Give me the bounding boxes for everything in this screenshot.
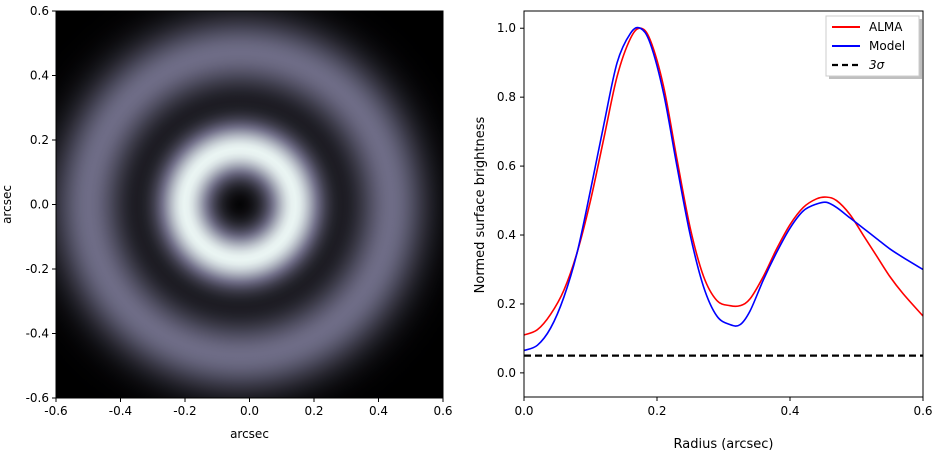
profile-x-axis-label: Radius (arcsec) <box>674 437 774 452</box>
image-x-tick-label: -0.2 <box>173 404 196 418</box>
image-y-tick-label: 0.6 <box>30 4 49 18</box>
profile-y-tick-label: 0.0 <box>497 366 516 380</box>
image-ticks: -0.6 -0.4 -0.2 0.0 0.2 0.4 0.6 -0.6 -0.4 -0.2 0.0 0… <box>26 4 453 418</box>
legend-label-alma: ALMA <box>869 20 903 34</box>
image-y-tick-label: 0.4 <box>30 69 49 83</box>
alma-line <box>524 27 923 336</box>
image-y-tick-label: -0.6 <box>26 391 49 405</box>
ring-image <box>56 11 443 398</box>
plot-frame <box>523 10 924 398</box>
image-y-tick-label: 0.0 <box>30 198 49 212</box>
image-x-tick-label: -0.4 <box>109 404 132 418</box>
profile-y-tick-label: 0.2 <box>497 297 516 311</box>
image-y-tick-label: -0.4 <box>26 327 49 341</box>
image-y-tick-label: 0.2 <box>30 133 49 147</box>
image-x-tick-label: 0.4 <box>369 404 388 418</box>
image-y-axis-label: arcsec <box>0 185 14 224</box>
profile-x-tick-label: 0.0 <box>514 404 533 418</box>
image-x-tick-label: 0.2 <box>304 404 323 418</box>
model-line <box>524 26 923 352</box>
profile-y-tick-label: 1.0 <box>497 21 516 35</box>
profile-x-tick-label: 0.2 <box>647 404 666 418</box>
legend: ALMA Model 3σ <box>825 15 922 79</box>
image-x-tick-label: -0.6 <box>44 404 67 418</box>
profile-y-tick-label: 0.6 <box>497 159 516 173</box>
image-panel: -0.6 -0.4 -0.2 0.0 0.2 0.4 0.6 -0.6 -0.4 -0.2 0.0 0… <box>0 4 453 441</box>
profile-y-tick-label: 0.8 <box>497 90 516 104</box>
profile-x-tick-label: 0.4 <box>780 404 799 418</box>
image-y-tick-label: -0.2 <box>26 262 49 276</box>
image-x-tick-label: 0.0 <box>240 404 259 418</box>
image-x-axis-label: arcsec <box>230 427 269 441</box>
profile-y-tick-label: 0.4 <box>497 228 516 242</box>
profile-x-tick-label: 0.6 <box>913 404 932 418</box>
profile-panel: 0.0 0.2 0.4 0.6 0.0 0.2 0.4 0.6 0.8 1.0 Radius (a… <box>473 10 933 452</box>
profile-y-axis-label: Normed surface brightness <box>473 116 488 293</box>
profile-ticks: 0.0 0.2 0.4 0.6 0.0 0.2 0.4 0.6 0.8 1.0 <box>497 21 933 418</box>
legend-label-model: Model <box>869 39 905 53</box>
image-x-tick-label: 0.6 <box>433 404 452 418</box>
legend-label-3sigma: 3σ <box>869 58 885 72</box>
series-lines <box>524 26 923 357</box>
